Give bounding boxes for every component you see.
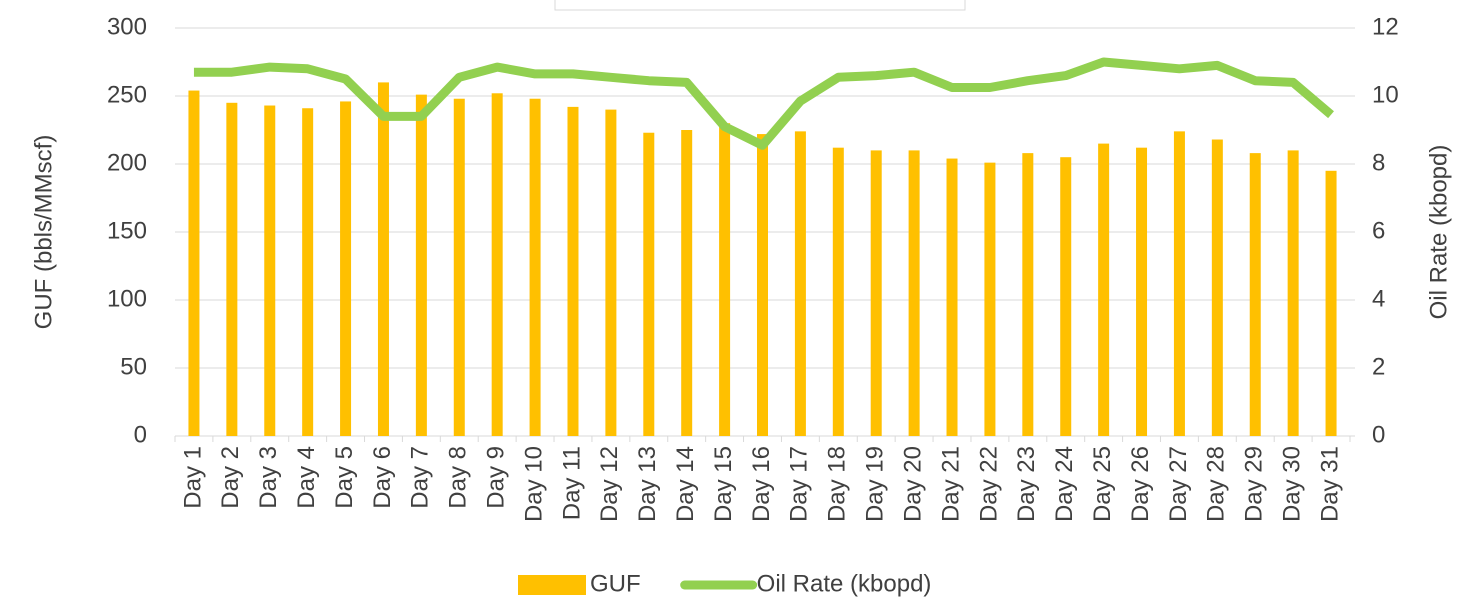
x-tick-label: Day 22 xyxy=(975,446,1002,522)
x-tick-label: Day 27 xyxy=(1165,446,1192,522)
bar xyxy=(264,105,276,437)
x-tick-label: Day 11 xyxy=(558,446,585,520)
y-tick-label: 300 xyxy=(107,13,147,40)
y-tick-label: 150 xyxy=(107,217,147,244)
x-tick-label: Day 24 xyxy=(1051,446,1078,522)
y-axis-label: GUF (bbls/MMscf) xyxy=(30,135,57,330)
x-tick-label: Day 10 xyxy=(520,446,547,522)
y2-tick-label: 6 xyxy=(1372,217,1385,244)
y2-tick-label: 4 xyxy=(1372,285,1385,312)
bar xyxy=(832,147,844,436)
x-tick-label: Day 23 xyxy=(1013,446,1040,522)
x-tick-label: Day 17 xyxy=(786,446,813,522)
bar xyxy=(340,101,352,436)
x-tick-label: Day 20 xyxy=(899,446,926,522)
x-tick-label: Day 14 xyxy=(672,446,699,522)
bar xyxy=(226,102,238,437)
y-tick-label: 0 xyxy=(134,421,147,448)
y2-tick-label: 2 xyxy=(1372,353,1385,380)
x-tick-label: Day 3 xyxy=(255,446,282,509)
x-tick-label: Day 30 xyxy=(1278,446,1305,522)
bar xyxy=(491,93,503,436)
bar xyxy=(1287,150,1299,436)
legend-swatch xyxy=(518,575,586,595)
x-tick-label: Day 28 xyxy=(1203,446,1230,522)
bar xyxy=(984,162,996,436)
bar xyxy=(870,150,882,436)
bar xyxy=(643,132,655,436)
bar xyxy=(415,94,427,436)
x-tick-label: Day 1 xyxy=(179,446,206,509)
x-tick-label: Day 18 xyxy=(824,446,851,522)
x-tick-label: Day 12 xyxy=(596,446,623,522)
bar xyxy=(1325,170,1337,437)
title-box xyxy=(554,0,966,11)
y-tick-label: 250 xyxy=(107,81,147,108)
bar xyxy=(1060,157,1072,436)
bar xyxy=(681,130,693,436)
bar xyxy=(946,158,958,436)
bar xyxy=(529,98,541,436)
y-tick-label: 200 xyxy=(107,149,147,176)
bar xyxy=(567,106,579,436)
x-tick-label: Day 8 xyxy=(445,446,472,509)
x-tick-label: Day 7 xyxy=(407,446,434,509)
bar xyxy=(908,150,920,436)
x-tick-label: Day 21 xyxy=(937,446,964,522)
x-tick-label: Day 16 xyxy=(748,446,775,522)
x-tick-label: Day 25 xyxy=(1089,446,1116,522)
bar xyxy=(1173,131,1185,437)
y-tick-label: 50 xyxy=(120,353,147,380)
bar xyxy=(605,109,617,436)
bar xyxy=(719,123,731,436)
bar xyxy=(453,98,465,436)
y2-tick-label: 8 xyxy=(1372,149,1385,176)
bar xyxy=(302,108,314,437)
x-tick-label: Day 2 xyxy=(217,446,244,509)
bar xyxy=(1136,147,1148,436)
x-tick-label: Day 29 xyxy=(1241,446,1268,522)
x-tick-label: Day 9 xyxy=(483,446,510,509)
x-tick-label: Day 15 xyxy=(710,446,737,522)
bar xyxy=(1022,153,1034,436)
x-tick-label: Day 19 xyxy=(862,446,889,522)
y-tick-label: 100 xyxy=(107,285,147,312)
x-tick-label: Day 13 xyxy=(634,446,661,522)
y2-tick-label: 0 xyxy=(1372,421,1385,448)
bar xyxy=(1249,153,1261,436)
bar xyxy=(1211,139,1223,436)
bar xyxy=(1098,143,1110,436)
y2-tick-label: 10 xyxy=(1372,81,1399,108)
x-tick-label: Day 5 xyxy=(331,446,358,509)
x-tick-label: Day 4 xyxy=(293,446,320,509)
bar xyxy=(757,134,768,436)
y2-axis-label: Oil Rate (kbopd) xyxy=(1425,145,1452,320)
x-tick-label: Day 31 xyxy=(1316,446,1343,522)
x-tick-label: Day 26 xyxy=(1127,446,1154,522)
legend-label: GUF xyxy=(590,570,641,597)
y2-tick-label: 12 xyxy=(1372,13,1399,40)
x-tick-label: Day 6 xyxy=(369,446,396,509)
bar xyxy=(377,82,389,437)
bar xyxy=(188,90,200,436)
line xyxy=(193,57,1334,150)
legend-label: Oil Rate (kbopd) xyxy=(757,570,932,597)
bar xyxy=(794,131,806,437)
